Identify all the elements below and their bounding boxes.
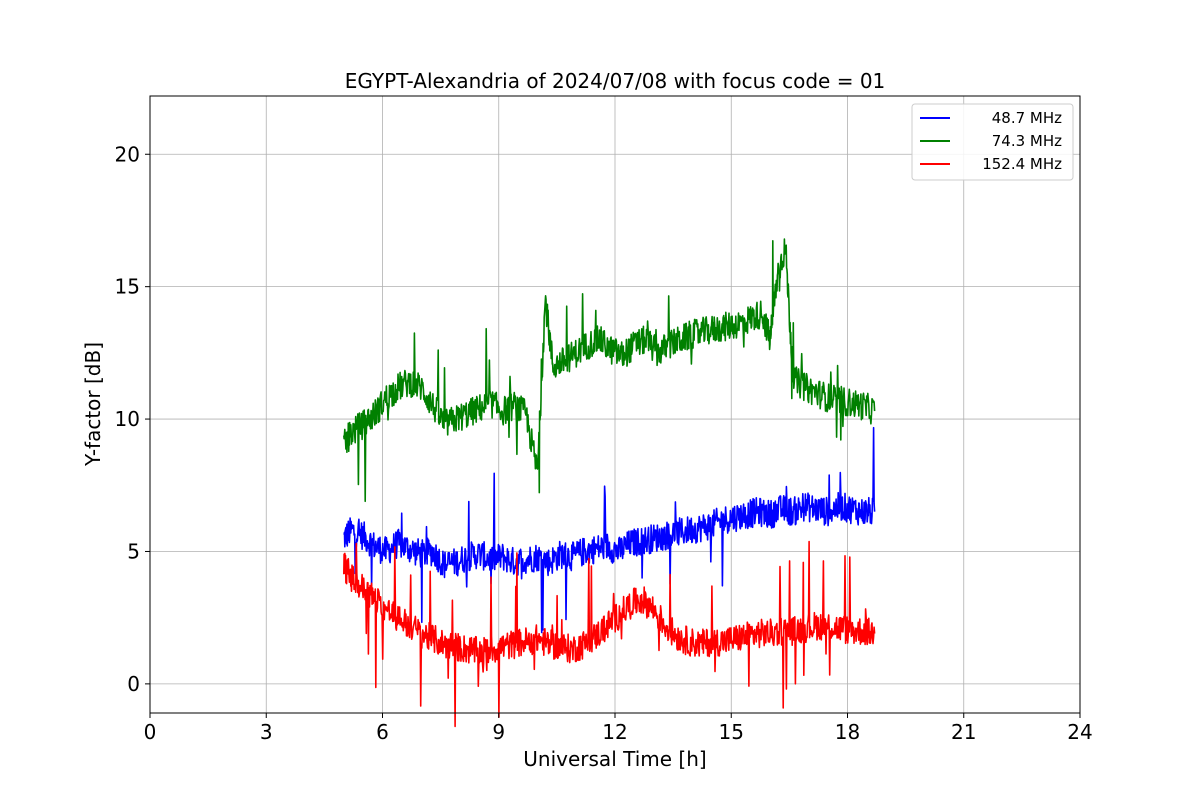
legend: 48.7 MHz 74.3 MHz 152.4 MHz — [911, 103, 1074, 181]
legend-box — [911, 103, 1074, 181]
y-tick-label: 5 — [127, 539, 140, 563]
x-tick-label: 0 — [144, 720, 157, 744]
x-axis: 0 3 6 9 12 15 18 21 24 — [144, 713, 1093, 744]
y-tick-label: 10 — [115, 407, 140, 431]
plot-area — [149, 95, 1081, 728]
x-tick-label: 9 — [492, 720, 505, 744]
x-tick-label: 12 — [602, 720, 627, 744]
x-tick-label: 18 — [835, 720, 860, 744]
legend-label-1: 74.3 MHz — [992, 132, 1062, 150]
series-layer — [343, 238, 876, 728]
series-line-0 — [343, 426, 876, 634]
y-tick-label: 0 — [127, 672, 140, 696]
x-tick-label: 3 — [260, 720, 273, 744]
x-tick-label: 6 — [376, 720, 389, 744]
y-tick-label: 20 — [115, 142, 140, 166]
y-axis-label: Y-factor [dB] — [81, 342, 105, 467]
x-tick-label: 21 — [951, 720, 976, 744]
legend-label-2: 152.4 MHz — [982, 155, 1062, 173]
chart-title: EGYPT-Alexandria of 2024/07/08 with focu… — [345, 69, 886, 93]
legend-label-0: 48.7 MHz — [992, 109, 1062, 127]
y-tick-label: 15 — [115, 275, 140, 299]
y-axis: 0 5 10 15 20 — [115, 142, 150, 696]
series-line-2 — [343, 540, 876, 728]
x-tick-label: 15 — [719, 720, 744, 744]
x-tick-label: 24 — [1067, 720, 1092, 744]
series-line-1 — [343, 238, 876, 503]
x-axis-label: Universal Time [h] — [523, 747, 706, 771]
